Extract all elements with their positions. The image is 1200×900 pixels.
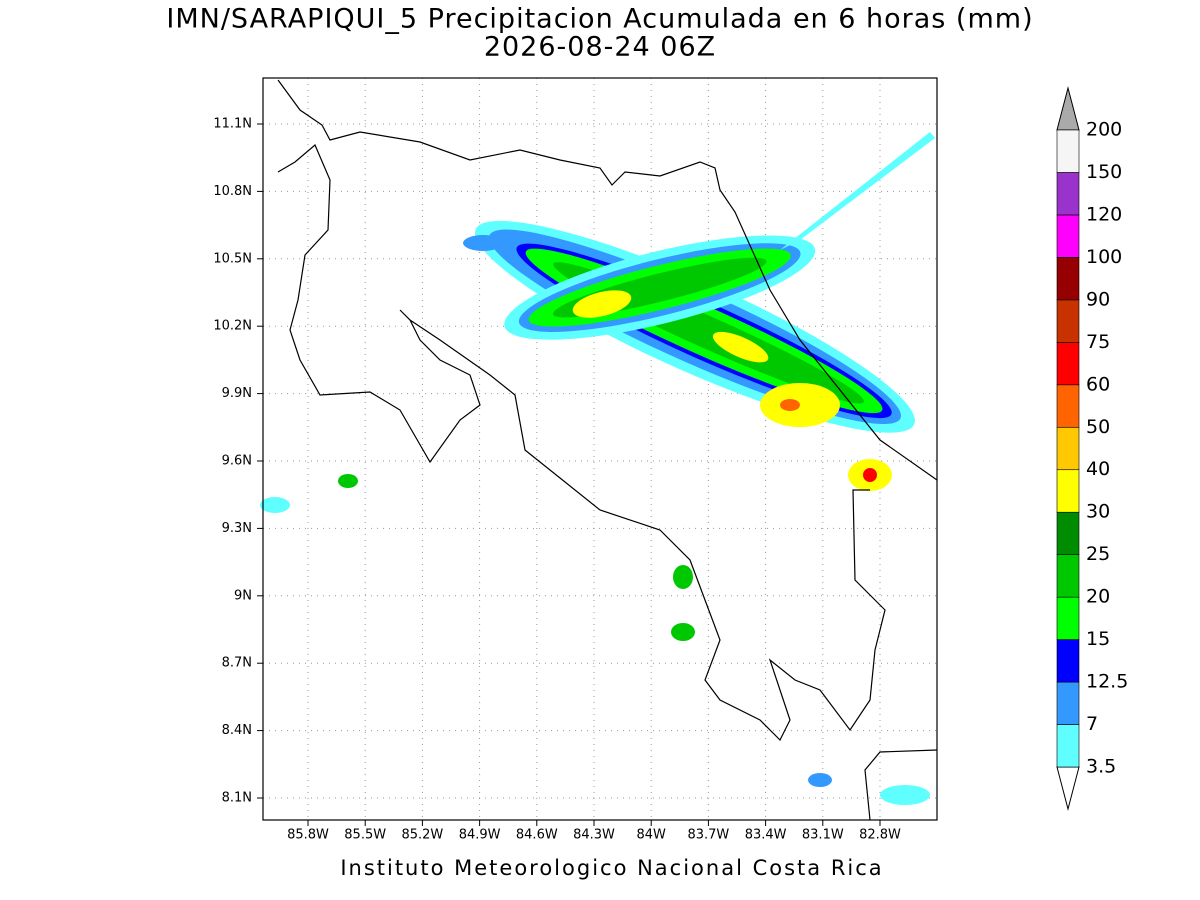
colorbar-label: 7 (1086, 713, 1098, 735)
lon-label: 84.6W (516, 828, 558, 843)
lon-label: 83.4W (745, 828, 787, 843)
colorbar-label: 20 (1086, 586, 1110, 608)
colorbar-box (1056, 681, 1080, 725)
colorbar-label: 30 (1086, 501, 1110, 523)
lon-label: 85.5W (344, 828, 386, 843)
axes: 11.1N 10.8N 10.5N 10.2N 9.9N 9.6N 9.3N 9N 8.7N 8.… (213, 117, 901, 843)
colorbar-label: 90 (1086, 288, 1110, 310)
lon-label: 85.8W (287, 828, 329, 843)
colorbar-box (1056, 384, 1080, 428)
lat-label: 10.5N (213, 251, 252, 266)
colorbar-box (1056, 214, 1080, 258)
coastlines (277, 79, 938, 821)
lon-label: 83.1W (802, 828, 844, 843)
colorbar-label: 60 (1086, 373, 1110, 395)
colorbar-label: 150 (1086, 161, 1122, 183)
colorbar-label: 50 (1086, 416, 1110, 438)
colorbar-label: 12.5 (1086, 671, 1128, 693)
colorbar-box (1056, 257, 1080, 301)
colorbar-box (1056, 129, 1080, 173)
subtitle: 2026-08-24 06Z (484, 32, 716, 63)
lat-label: 9.3N (222, 521, 252, 536)
colorbar-label: 40 (1086, 458, 1110, 480)
colorbar-box (1056, 639, 1080, 683)
colorbar-box (1056, 172, 1080, 216)
colorbar-label: 25 (1086, 543, 1110, 565)
colorbar-box (1056, 299, 1080, 343)
lon-label: 84.9W (459, 828, 501, 843)
colorbar-box (1056, 469, 1080, 513)
grid (263, 78, 937, 820)
lat-label: 10.8N (213, 184, 252, 199)
lat-label: 9N (234, 588, 252, 603)
lat-label: 8.4N (222, 723, 252, 738)
colorbar-label: 75 (1086, 331, 1110, 353)
colorbar-box (1056, 426, 1080, 471)
precipitation-field (260, 132, 935, 805)
lon-label: 84.3W (573, 828, 615, 843)
lon-label: 83.7W (687, 828, 729, 843)
lat-label: 9.6N (222, 454, 252, 469)
lon-label: 85.2W (401, 828, 443, 843)
lat-label: 9.9N (222, 386, 252, 401)
colorbar-box (1056, 724, 1080, 768)
colorbar: 3.5 7 12.5 15 20 25 30 40 50 60 75 90 100 120 150 200 (1056, 86, 1128, 811)
lon-label: 84W (636, 828, 666, 843)
lat-label: 10.2N (213, 319, 252, 334)
footer: Instituto Meteorologico Nacional Costa R… (340, 856, 883, 880)
colorbar-label: 15 (1086, 628, 1110, 650)
title: IMN/SARAPIQUI_5 Precipitacion Acumulada … (166, 4, 1033, 35)
colorbar-label: 200 (1086, 119, 1122, 141)
colorbar-box (1056, 342, 1080, 386)
colorbar-under (1056, 766, 1080, 811)
colorbar-label: 3.5 (1086, 756, 1116, 778)
colorbar-box (1056, 554, 1080, 598)
colorbar-box (1056, 596, 1080, 640)
colorbar-box (1056, 511, 1080, 555)
colorbar-over (1056, 86, 1080, 131)
lat-label: 8.1N (222, 791, 252, 806)
colorbar-label: 100 (1086, 246, 1122, 268)
lon-label: 82.8W (859, 828, 901, 843)
colorbar-label: 120 (1086, 203, 1122, 225)
map-frame (262, 77, 938, 821)
lat-label: 8.7N (222, 656, 252, 671)
lat-label: 11.1N (213, 117, 252, 132)
